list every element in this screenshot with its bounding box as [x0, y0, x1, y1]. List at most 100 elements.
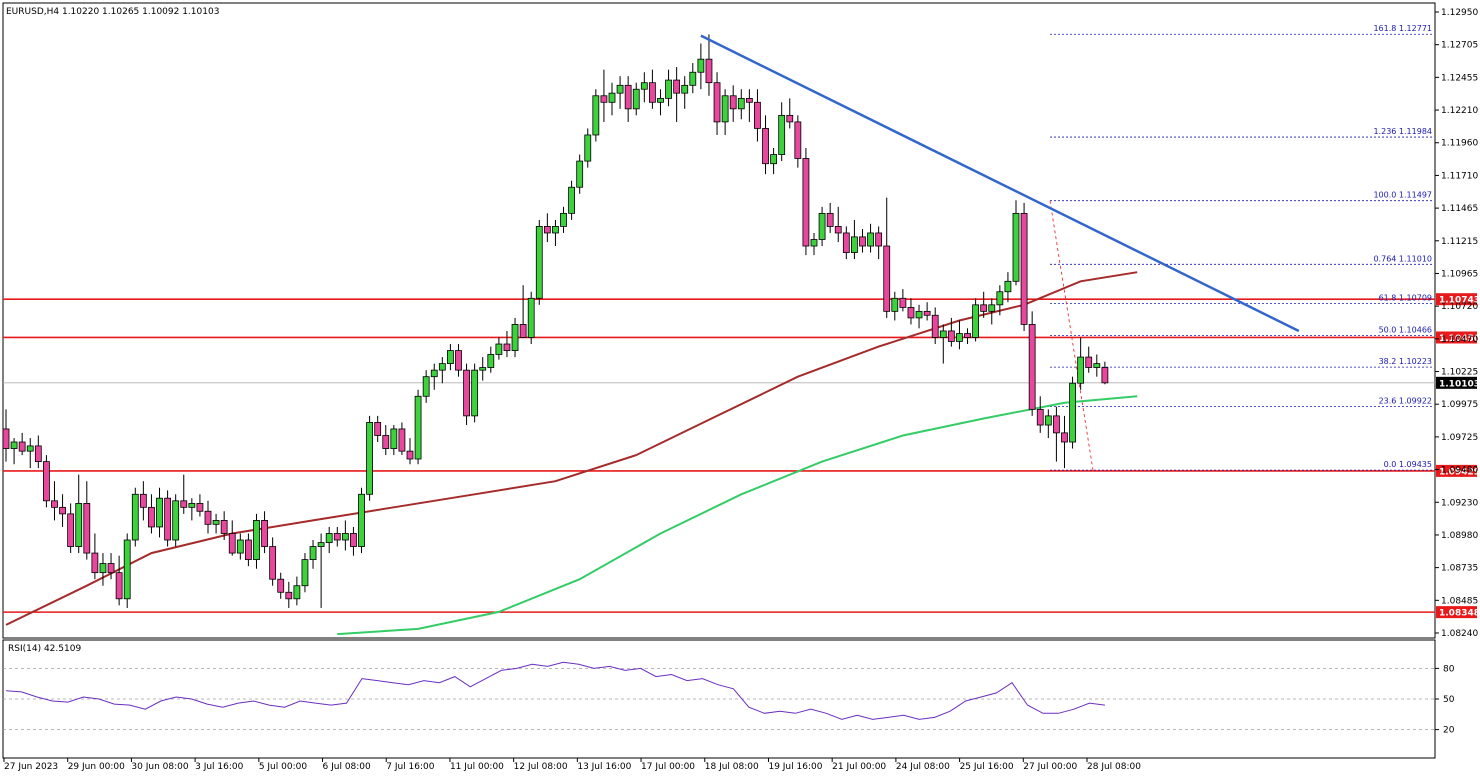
level-price-tag [1436, 293, 1477, 306]
bear-candle [600, 95, 608, 103]
bear-candle [83, 503, 91, 554]
price-tick-label: 1.09725 [1441, 433, 1478, 443]
bull-candle [681, 84, 689, 94]
bull-candle [956, 333, 963, 342]
price-tick-label: 1.10720 [1441, 302, 1478, 312]
fib-level-label: 61.8 1.10709 [1379, 294, 1432, 303]
bear-candle [228, 533, 236, 554]
bull-candle [309, 546, 317, 561]
bear-candle [277, 578, 285, 593]
bull-candle [131, 493, 139, 541]
bear-candle [649, 82, 656, 103]
bear-candle [164, 497, 172, 541]
bull-candle [632, 88, 640, 110]
bull-candle [972, 304, 979, 338]
price-tick-label: 1.09480 [1441, 466, 1478, 476]
bull-candle [487, 354, 495, 368]
bull-candle [657, 97, 664, 103]
bear-candle [786, 114, 794, 123]
bear-candle [374, 422, 382, 436]
bear-candle [503, 343, 511, 351]
bull-candle [560, 212, 567, 227]
bull-candle [293, 585, 301, 600]
bull-candle [301, 559, 309, 587]
bear-candle [859, 236, 866, 247]
bear-candle [931, 314, 939, 338]
time-tick-label: 11 Jul 00:00 [450, 762, 504, 772]
bull-candle [616, 84, 624, 94]
bear-candle [59, 506, 66, 515]
bear-candle [18, 441, 26, 452]
bear-candle [398, 428, 406, 452]
time-tick-label: 18 Jul 08:00 [705, 762, 759, 772]
rsi-line [5, 661, 1105, 720]
level-price-label: 1.08348 [1439, 609, 1480, 619]
bear-candle [624, 84, 632, 110]
price-tick-label: 1.12950 [1441, 8, 1478, 18]
bull-candle [867, 232, 874, 247]
bull-candle [75, 503, 83, 547]
bull-candle [915, 310, 923, 319]
bear-candle [204, 510, 212, 525]
current-price-tag [1436, 376, 1477, 389]
bearish-trendline [700, 34, 1300, 333]
bull-candle [26, 445, 34, 452]
symbol-header: EURUSD,H4 1.10220 1.10265 1.10092 1.1010… [6, 7, 219, 17]
bull-candle [495, 343, 503, 355]
bear-candle [834, 226, 842, 234]
bear-candle [842, 232, 850, 253]
bull-candle [479, 367, 487, 371]
bear-candle [826, 212, 834, 227]
bear-candle [107, 563, 115, 574]
bull-candle [996, 291, 1004, 306]
bear-candle [543, 226, 551, 234]
time-tick-label: 17 Jul 00:00 [641, 762, 695, 772]
bull-candle [390, 428, 398, 449]
bear-candle [673, 79, 681, 94]
price-tick-label: 1.10965 [1441, 269, 1478, 279]
price-tick-label: 1.11710 [1441, 171, 1478, 181]
bull-candle [366, 422, 374, 495]
fib-level-label: 0.0 1.09435 [1384, 460, 1432, 469]
bull-candle [1093, 363, 1101, 368]
price-axis: 1.12950 1.12705 1.12455 1.12210 1.11960 1.117… [1435, 8, 1478, 639]
time-tick-label: 7 Jul 16:00 [386, 762, 435, 772]
level-price-tag [1436, 606, 1477, 619]
bear-candle [1028, 324, 1036, 410]
price-tick-label: 1.08485 [1441, 596, 1478, 606]
bull-candle [1044, 415, 1052, 426]
bear-candle [2, 428, 10, 449]
level-price-label: 1.09429 [1439, 467, 1480, 477]
bull-candle [341, 533, 349, 541]
bull-candle [778, 114, 786, 155]
bull-candle [422, 376, 430, 397]
horizontal-levels: 1.10743 1.10450 1.09429 1.08348 1.10103 [3, 293, 1480, 619]
bull-candle [552, 226, 559, 234]
bull-candle [689, 71, 697, 86]
bull-candle [1004, 280, 1012, 293]
bear-candle [923, 310, 931, 316]
bull-candle [212, 520, 220, 525]
bear-candle [794, 121, 802, 159]
bull-candle [99, 563, 107, 574]
time-tick-label: 29 Jun 00:00 [68, 762, 125, 772]
price-tick-label: 1.12210 [1441, 106, 1478, 116]
bull-candle [414, 395, 422, 460]
bear-candle [34, 445, 42, 463]
bear-candle [964, 333, 971, 338]
bear-candle [519, 324, 527, 338]
bear-candle [285, 591, 293, 600]
bear-candle [91, 552, 99, 574]
bear-candle [244, 539, 252, 561]
bull-candle [1012, 212, 1020, 282]
main-panel [2, 2, 1436, 639]
time-tick-label: 27 Jun 2023 [4, 762, 58, 772]
trendline-group [700, 34, 1300, 333]
level-price-label: 1.10743 [1439, 296, 1480, 306]
bull-candle [810, 239, 818, 247]
time-tick-label: 30 Jun 08:00 [131, 762, 188, 772]
bull-candle [172, 500, 180, 541]
price-tick-label: 1.08980 [1441, 531, 1478, 541]
bull-candle [325, 533, 333, 544]
